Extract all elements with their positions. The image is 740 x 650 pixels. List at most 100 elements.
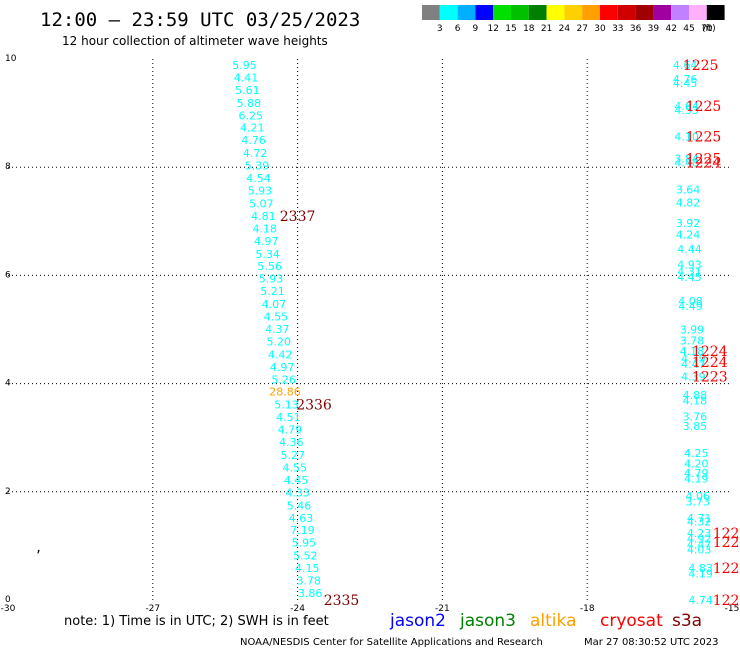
footer-timestamp: Mar 27 08:30:52 UTC 2023 xyxy=(584,637,719,648)
y-tick-label: 10 xyxy=(5,54,17,64)
wave-height-label: 4.03 xyxy=(687,544,712,557)
wave-height-label: 5.27 xyxy=(281,449,306,462)
time-tag: 1225 xyxy=(683,58,719,74)
wave-height-label: 4.93 xyxy=(677,259,702,272)
wave-height-label: 4.08 xyxy=(678,295,703,308)
wave-height-label: 4.45 xyxy=(677,271,702,284)
scale-label: 42 xyxy=(665,24,676,34)
time-tag: 1223 xyxy=(692,370,728,386)
wave-height-label: 4.41 xyxy=(234,71,259,84)
wave-height-label: 5.46 xyxy=(287,499,312,512)
wave-height-label: 4.18 xyxy=(683,394,708,407)
y-tick-label: 0 xyxy=(5,595,11,605)
wave-height-label: 3.86 xyxy=(298,587,323,600)
time-tag: 2335 xyxy=(324,593,360,609)
wave-height-label: 4.92 xyxy=(687,532,712,545)
color-scale: 3 6 9 12 15 18 21 24 27 30 33 36 39 42 45 70(ft) xyxy=(422,5,725,34)
satellite-legend: jason2 jason3 altika cryosat s3a xyxy=(389,611,702,631)
scale-label: 33 xyxy=(612,24,623,34)
scale-swatch xyxy=(635,5,654,20)
wave-height-label: 4.24 xyxy=(676,228,701,241)
scale-swatch xyxy=(653,5,672,20)
scale-label: 15 xyxy=(505,24,516,34)
scale-swatch xyxy=(671,5,689,20)
wave-height-label: 5.20 xyxy=(267,335,292,348)
wave-height-label: 4.53 xyxy=(674,104,699,117)
legend-item: jason3 xyxy=(459,611,516,631)
y-tick-label: 4 xyxy=(5,379,11,389)
scale-label: 12 xyxy=(487,24,498,34)
wave-height-label: 3.92 xyxy=(676,217,701,230)
wave-height-label: 4.36 xyxy=(279,436,304,449)
y-tick-label: 8 xyxy=(5,162,11,172)
scale-label: 18 xyxy=(523,24,535,34)
wave-height-label: 4.79 xyxy=(684,467,709,480)
time-tag: 1225 xyxy=(686,99,722,115)
legend-note: note: 1) Time is in UTC; 2) SWH is in fe… xyxy=(64,614,329,629)
scale-swatch xyxy=(617,5,636,20)
scale-label: 45 xyxy=(683,24,694,34)
wave-height-label: 5.56 xyxy=(257,260,282,273)
wave-height-label: 5.88 xyxy=(237,97,262,110)
stray-mark: , xyxy=(35,541,42,555)
scale-swatch xyxy=(493,5,511,20)
scale-swatch xyxy=(546,5,565,20)
wave-height-label: 4.54 xyxy=(246,172,271,185)
scale-label: 30 xyxy=(594,24,606,34)
wave-height-label: 4.44 xyxy=(677,243,702,256)
wave-height-label: 3.73 xyxy=(685,496,710,509)
time-tag: 1224 xyxy=(686,155,722,171)
wave-height-label: 4.07 xyxy=(262,298,287,311)
scale-label: 24 xyxy=(559,24,571,34)
wave-height-label: 3.99 xyxy=(680,324,705,337)
wave-height-label: 4.10 xyxy=(674,130,699,143)
scale-swatch xyxy=(689,5,707,20)
time-tag: 1223 xyxy=(713,535,740,551)
wave-height-label: 4.21 xyxy=(240,122,265,135)
wave-height-label: 4.71 xyxy=(687,512,712,525)
wave-height-label: 3.76 xyxy=(683,411,708,424)
scale-swatch xyxy=(439,5,458,20)
wave-height-label: 4.33 xyxy=(285,486,310,499)
footer-credit: NOAA/NESDIS Center for Satellite Applica… xyxy=(240,637,543,648)
wave-height-label: 3.85 xyxy=(683,420,708,433)
wave-height-label: 4.31 xyxy=(677,266,702,279)
time-tag: 1225 xyxy=(686,152,722,168)
scale-swatch xyxy=(564,5,583,20)
time-tag: 1223 xyxy=(713,526,740,542)
x-tick-label: -24 xyxy=(290,604,305,614)
wave-height-label: 4.45 xyxy=(673,77,698,90)
time-tag: 1222 xyxy=(713,593,740,609)
x-tick-label: -27 xyxy=(145,604,160,614)
wave-height-label: 5.34 xyxy=(255,248,280,261)
wave-height-label: 4.63 xyxy=(289,512,314,525)
plot-grid xyxy=(8,59,732,600)
x-tick-label: -15 xyxy=(725,604,740,614)
plot-area xyxy=(7,58,733,600)
scale-swatch xyxy=(706,5,725,20)
wave-height-label: 4.76 xyxy=(673,73,698,86)
wave-height-label: 4.37 xyxy=(265,323,290,336)
wave-height-label: 3.64 xyxy=(676,183,701,196)
time-tag: 2336 xyxy=(296,398,332,414)
wave-height-label: 4.20 xyxy=(684,458,709,471)
x-tick-label: -21 xyxy=(435,604,450,614)
scale-label: 9 xyxy=(473,24,479,34)
y-tick-label: 2 xyxy=(5,487,11,497)
wave-height-label: 5.95 xyxy=(232,59,257,72)
scale-label: 39 xyxy=(648,24,660,34)
wave-height-label: 28.86 xyxy=(269,386,301,399)
scale-label: 21 xyxy=(541,24,552,34)
wave-height-label: 6.25 xyxy=(239,109,264,122)
wave-height-label: 4.64 xyxy=(673,59,698,72)
wave-height-label: 4.15 xyxy=(295,562,320,575)
wave-height-label: 4.83 xyxy=(688,562,713,575)
scale-swatch xyxy=(475,5,494,20)
wave-height-label: 4.18 xyxy=(253,222,278,235)
wave-height-label: 4.18 xyxy=(680,345,705,358)
scale-label: 3 xyxy=(437,24,443,34)
scale-label: (ft) xyxy=(702,24,716,34)
wave-height-label: 4.23 xyxy=(687,527,712,540)
wave-height-label: 4.45 xyxy=(284,474,309,487)
